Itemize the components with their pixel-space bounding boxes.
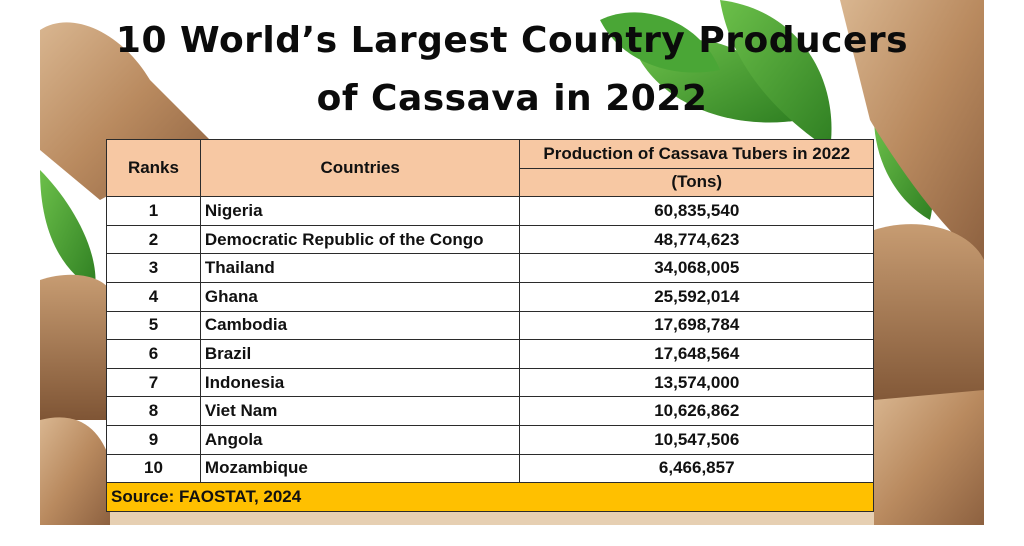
rank-cell: 3 (106, 253, 201, 283)
country-cell: Indonesia (199, 367, 521, 398)
table-header-unit-row: (Tons) (107, 167, 874, 198)
rank-cell: 2 (106, 224, 201, 255)
country-cell: Cambodia (199, 310, 521, 341)
production-table-container: Ranks Countries Production of Cassava Tu… (106, 138, 874, 513)
rank-cell: 9 (106, 424, 201, 455)
production-cell: 25,592,014 (519, 281, 874, 312)
production-cell: 60,835,540 (519, 196, 874, 226)
table-row: 7 Indonesia 13,574,000 (106, 367, 874, 398)
cassava-tuber (110, 512, 874, 525)
table-row: 1 Nigeria 60,835,540 (106, 196, 874, 226)
title-line-1: 10 World’s Largest Country Producers (115, 20, 909, 61)
page-title: 10 World’s Largest Country Producers of … (0, 12, 1024, 128)
header-ranks: Ranks (106, 138, 201, 198)
table-header-row: Ranks Countries Production of Cassava Tu… (106, 138, 874, 198)
country-cell: Nigeria (199, 196, 521, 226)
source-row: Source: FAOSTAT, 2024 (106, 482, 874, 513)
source-note: Source: FAOSTAT, 2024 (106, 482, 874, 513)
table-row: 6 Brazil 17,648,564 (106, 339, 874, 369)
rank-cell: 7 (106, 367, 201, 398)
cassava-tuber (40, 417, 110, 525)
cassava-tuber (840, 0, 984, 260)
country-cell: Mozambique (199, 453, 521, 484)
cassava-tuber (874, 390, 984, 525)
production-cell: 17,648,564 (519, 339, 874, 369)
country-cell: Brazil (199, 339, 521, 369)
country-cell: Democratic Republic of the Congo (199, 224, 521, 255)
table-row: 2 Democratic Republic of the Congo 48,77… (106, 224, 874, 255)
header-production: Production of Cassava Tubers in 2022 (519, 139, 874, 169)
production-cell: 10,547,506 (519, 424, 874, 455)
country-cell: Angola (199, 424, 521, 455)
country-cell: Ghana (199, 281, 521, 312)
rank-cell: 10 (106, 453, 201, 484)
header-unit: (Tons) (519, 167, 874, 198)
cassava-tuber (40, 274, 110, 420)
title-line-2: of Cassava in 2022 (316, 78, 708, 119)
production-cell: 34,068,005 (519, 253, 874, 283)
table-row: 3 Thailand 34,068,005 (106, 253, 874, 283)
leaf-icon (40, 170, 96, 290)
production-table: Ranks Countries Production of Cassava Tu… (106, 138, 874, 513)
table-row: 10 Mozambique 6,466,857 (106, 453, 874, 484)
country-cell: Viet Nam (199, 396, 521, 426)
production-cell: 13,574,000 (519, 367, 874, 398)
header-countries: Countries (199, 138, 521, 198)
leaf-icon (600, 12, 720, 73)
rank-cell: 6 (106, 339, 201, 369)
production-cell: 6,466,857 (519, 453, 874, 484)
table-row: 5 Cambodia 17,698,784 (106, 310, 874, 341)
table-row: 9 Angola 10,547,506 (106, 424, 874, 455)
production-cell: 10,626,862 (519, 396, 874, 426)
table-row: 8 Viet Nam 10,626,862 (106, 396, 874, 426)
table-row: 4 Ghana 25,592,014 (106, 281, 874, 312)
rank-cell: 8 (106, 396, 201, 426)
country-cell: Thailand (199, 253, 521, 283)
rank-cell: 1 (106, 196, 201, 226)
production-cell: 48,774,623 (519, 224, 874, 255)
rank-cell: 4 (106, 281, 201, 312)
production-cell: 17,698,784 (519, 310, 874, 341)
cassava-tuber (874, 224, 984, 410)
rank-cell: 5 (106, 310, 201, 341)
leaf-icon (720, 0, 832, 150)
